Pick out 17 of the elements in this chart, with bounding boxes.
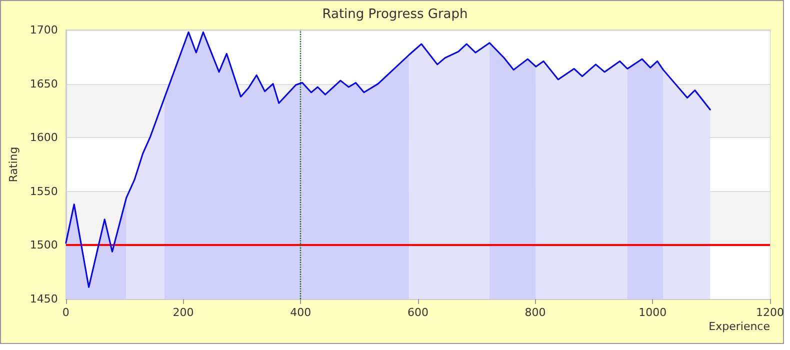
x-tick-label: 0 xyxy=(62,306,70,319)
y-tick-label: 1550 xyxy=(30,184,58,198)
y-axis-title: Rating xyxy=(7,146,20,182)
y-tick-label: 1650 xyxy=(30,77,58,90)
x-tick-label: 600 xyxy=(407,306,428,319)
y-tick-label: 1500 xyxy=(30,238,58,252)
y-tick-label: 1450 xyxy=(30,292,58,306)
y-tick-label: 1600 xyxy=(30,131,58,144)
y-tick-label: 1700 xyxy=(30,24,58,36)
line-series xyxy=(65,31,711,288)
x-tick-label: 800 xyxy=(524,306,546,319)
chart-title: Rating Progress Graph xyxy=(322,7,468,22)
x-tick-label: 200 xyxy=(172,306,194,319)
x-tick-label: 400 xyxy=(290,306,312,319)
x-tick-label: 1000 xyxy=(638,306,667,319)
x-axis-title: Experience xyxy=(708,320,770,333)
x-tick-label: 1200 xyxy=(756,306,784,319)
